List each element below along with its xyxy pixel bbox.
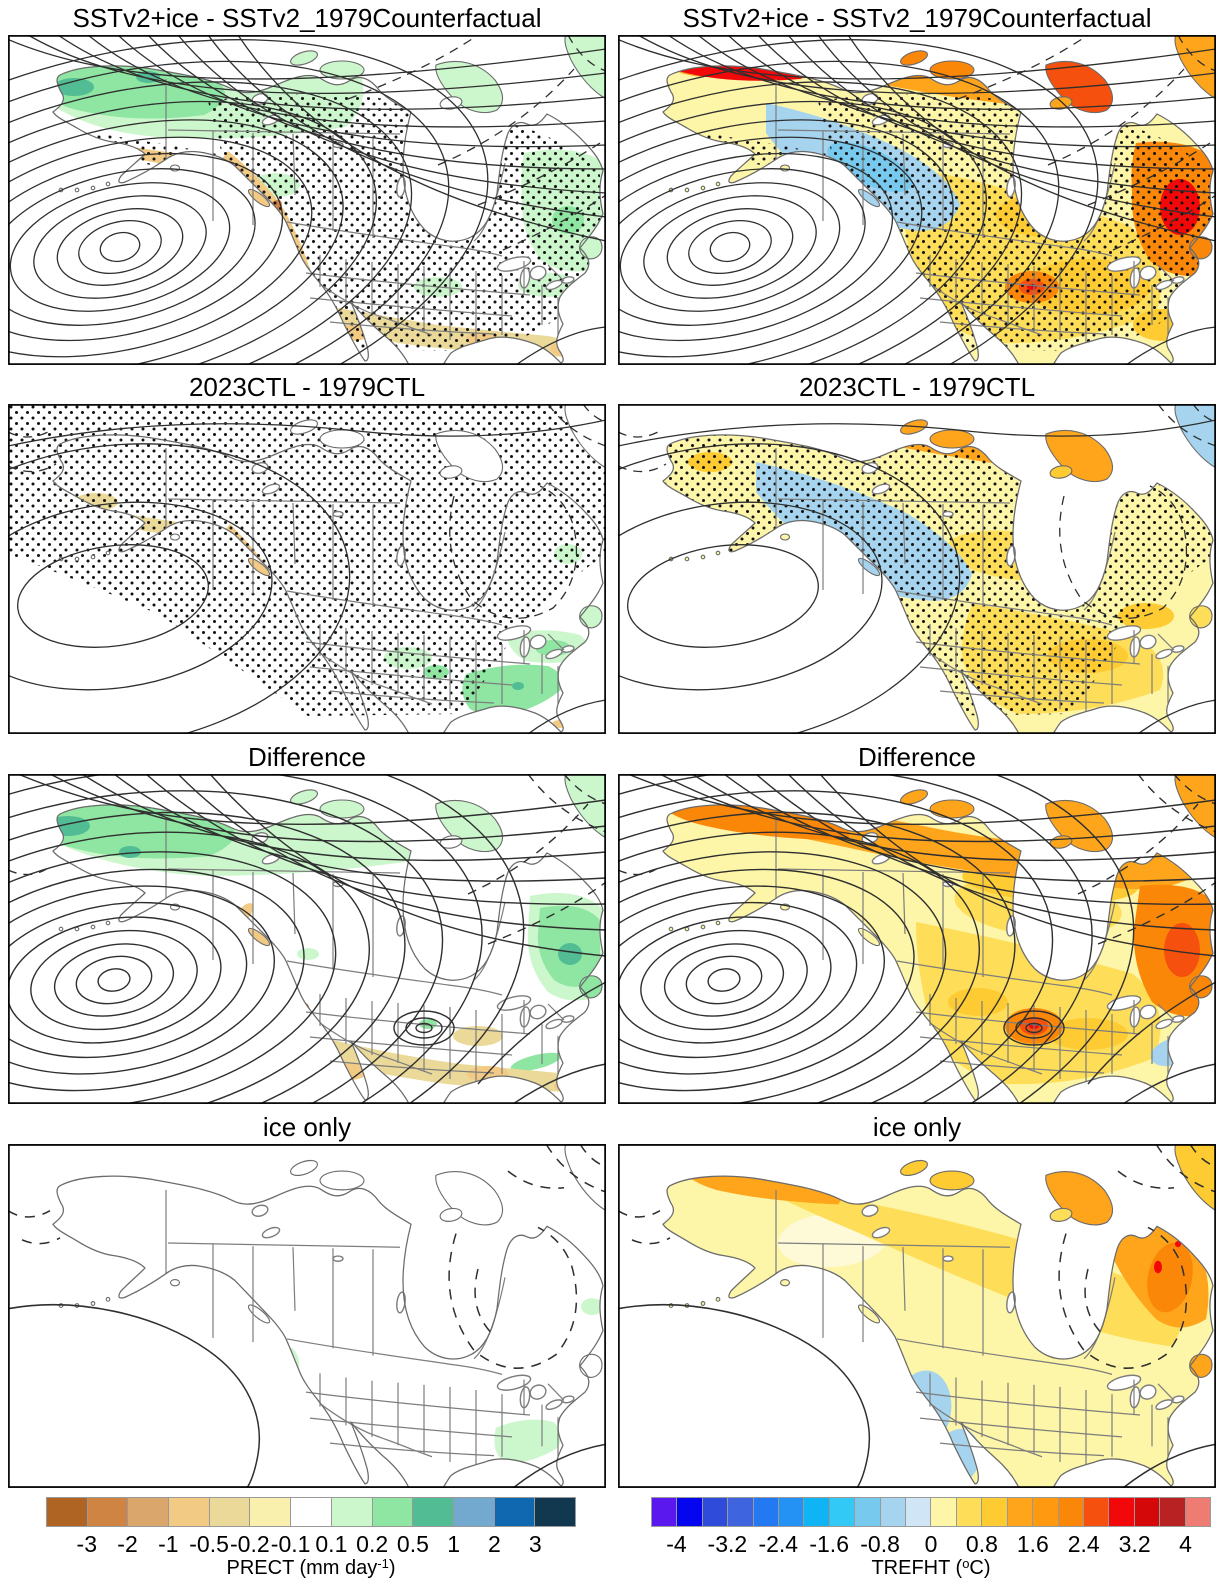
- colorbar-tick-label: 1.6: [1016, 1531, 1049, 1557]
- colorbar-segment: [1134, 1498, 1161, 1526]
- colorbar-tick-label: -4: [666, 1531, 687, 1557]
- panel-title-p8: ice only: [872, 1112, 962, 1142]
- colorbar-segment: [413, 1498, 454, 1526]
- colorbar-tick-label: -1.6: [809, 1531, 849, 1557]
- colorbar-segment: [209, 1498, 251, 1526]
- colorbar-tick-label: 0.2: [356, 1531, 389, 1557]
- colorbar-tick-label: 1: [447, 1531, 461, 1557]
- colorbar-tick-label: -0.2: [230, 1531, 270, 1557]
- panel-title-p7: ice only: [262, 1112, 352, 1142]
- colorbar-segment: [931, 1498, 957, 1526]
- colorbar-tick-label: 0: [924, 1531, 938, 1557]
- panel-title-p4: 2023CTL - 1979CTL: [798, 372, 1036, 402]
- colorbar-segment: [291, 1498, 332, 1526]
- panel-title-p2: SSTv2+ice - SSTv2_1979Counterfactual: [682, 3, 1152, 33]
- colorbar-tick-label: -0.5: [189, 1531, 229, 1557]
- colorbar-tick-label: -2.4: [758, 1531, 799, 1557]
- colorbar-tick-label: -3.2: [707, 1531, 748, 1557]
- colorbar-segment: [1083, 1498, 1110, 1526]
- panel-title-p1: SSTv2+ice - SSTv2_1979Counterfactual: [72, 3, 542, 33]
- colorbar-tick-label: 3.2: [1118, 1531, 1151, 1557]
- colorbar-prect-ticks: -3 -2 -1 -0.5 -0.2 -0.1 0.1 0.2 0.5 1 2 3: [46, 1531, 576, 1559]
- colorbar-segment: [494, 1498, 536, 1526]
- colorbar-trefht-caption: TREFHT (oC): [871, 1556, 991, 1579]
- colorbar-segment: [1058, 1498, 1084, 1526]
- colorbar-segment: [880, 1498, 907, 1526]
- colorbar-segment: [453, 1498, 495, 1526]
- colorbar-trefht-ticks: -4 -3.2 -2.4 -1.6 -0.8 0 0.8 1.6 2.4 3.2 4: [651, 1531, 1211, 1559]
- colorbar-tick-label: -3: [76, 1531, 97, 1557]
- colorbar-segment: [169, 1498, 210, 1526]
- map-trefht-ice-only: [618, 1144, 1216, 1488]
- colorbar-prect: [46, 1497, 576, 1527]
- colorbar-segment: [702, 1498, 729, 1526]
- colorbar-prect-caption: PRECT (mm day-1): [226, 1556, 396, 1579]
- colorbar-tick-label: 3: [528, 1531, 542, 1557]
- colorbar-segment: [1007, 1498, 1034, 1526]
- colorbar-segment: [677, 1498, 703, 1526]
- map-trefht-difference: [618, 774, 1216, 1104]
- colorbar-tick-label: 2.4: [1067, 1531, 1100, 1557]
- map-prect-ice-only: [8, 1144, 606, 1488]
- colorbar-segment: [855, 1498, 881, 1526]
- colorbar-segment: [87, 1498, 129, 1526]
- colorbar-tick-label: -0.1: [270, 1531, 311, 1557]
- colorbar-segment: [779, 1498, 805, 1526]
- colorbar-tick-label: -0.8: [860, 1531, 900, 1557]
- colorbar-segment: [804, 1498, 830, 1526]
- colorbar-tick-label: 0.8: [965, 1531, 998, 1557]
- map-prect-sstv2ice-minus-counterfactual: [8, 35, 606, 365]
- colorbar-segment: [535, 1498, 575, 1526]
- panel-title-p3: 2023CTL - 1979CTL: [188, 372, 426, 402]
- colorbar-tick-label: -2: [117, 1531, 138, 1557]
- colorbar-segment: [331, 1498, 373, 1526]
- panel-title-p5: Difference: [247, 742, 367, 772]
- colorbar-segment: [956, 1498, 983, 1526]
- colorbar-segment: [1160, 1498, 1186, 1526]
- colorbar-tick-label: 4: [1179, 1531, 1192, 1557]
- colorbar-segment: [829, 1498, 856, 1526]
- map-trefht-sstv2ice-minus-counterfactual: [618, 35, 1216, 365]
- colorbar-segment: [1033, 1498, 1059, 1526]
- colorbar-tick-label: 2: [488, 1531, 501, 1557]
- colorbar-segment: [47, 1498, 88, 1526]
- colorbar-trefht: [651, 1497, 1211, 1527]
- colorbar-segment: [982, 1498, 1008, 1526]
- colorbar-segment: [250, 1498, 292, 1526]
- panel-title-p6: Difference: [857, 742, 977, 772]
- map-trefht-2023ctl-minus-1979ctl: [618, 404, 1216, 734]
- colorbar-segment: [1109, 1498, 1135, 1526]
- colorbar-tick-label: 0.5: [396, 1531, 429, 1557]
- colorbar-tick-label: 0.1: [315, 1531, 348, 1557]
- colorbar-tick-label: -1: [158, 1531, 179, 1557]
- colorbar-segment: [906, 1498, 932, 1526]
- colorbar-segment: [753, 1498, 780, 1526]
- colorbar-segment: [652, 1498, 678, 1526]
- colorbar-segment: [728, 1498, 754, 1526]
- colorbar-segment: [128, 1498, 170, 1526]
- map-prect-difference: [8, 774, 606, 1104]
- map-prect-2023ctl-minus-1979ctl: [8, 404, 606, 734]
- colorbar-segment: [372, 1498, 414, 1526]
- colorbar-segment: [1185, 1498, 1210, 1526]
